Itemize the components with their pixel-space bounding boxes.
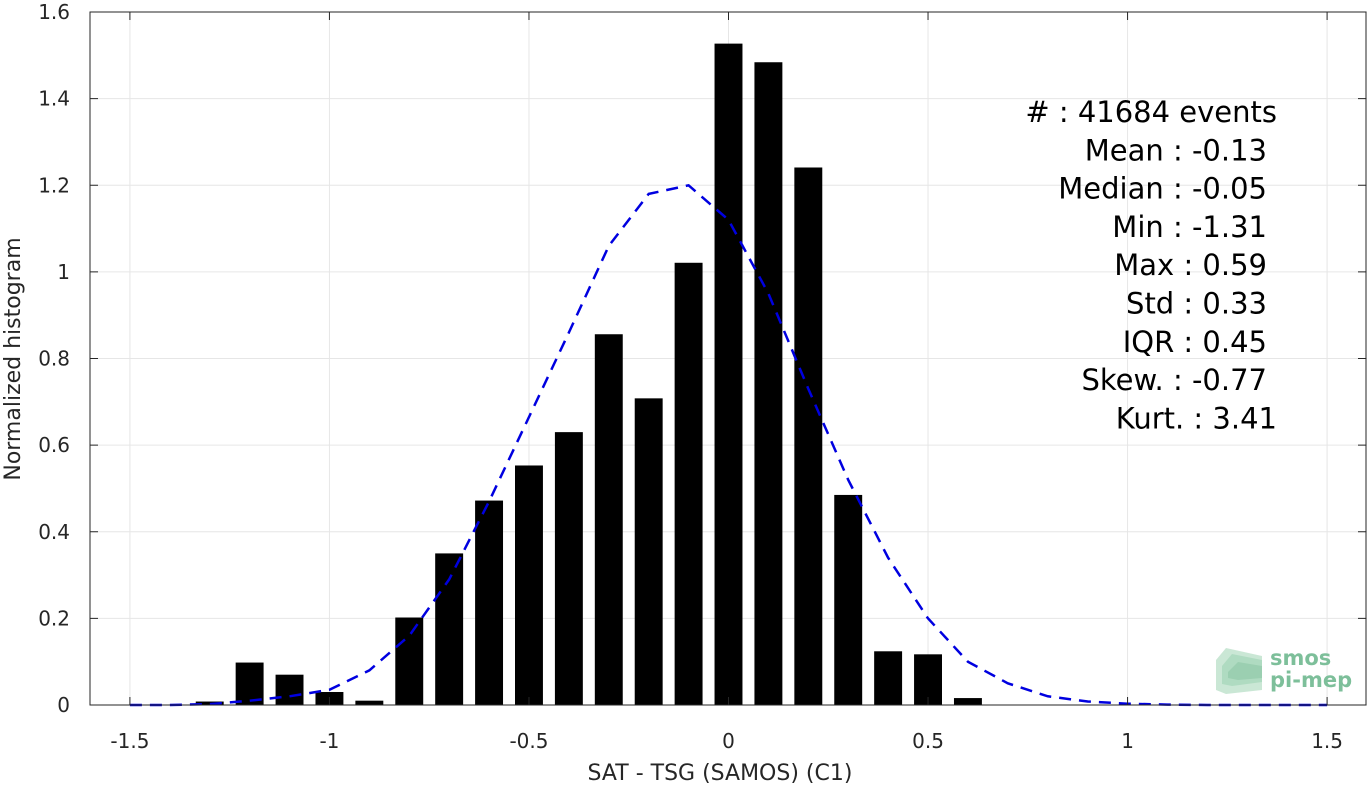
histogram-bar — [395, 617, 424, 705]
x-tick-label: 1.5 — [1311, 729, 1343, 753]
stats-line: IQR : 0.45 — [1123, 325, 1267, 359]
stats-line: Min : -1.31 — [1112, 210, 1267, 244]
x-tick-label: 0.5 — [912, 729, 944, 753]
axis-ticks — [90, 11, 1366, 706]
y-tick-labels: 0 0.2 0.4 0.6 0.8 1 1.2 1.4 1.6 — [38, 0, 70, 717]
y-tick-label: 0.6 — [38, 433, 70, 457]
histogram-bar — [714, 43, 743, 706]
histogram-bar — [914, 654, 942, 705]
histogram-bar — [235, 662, 264, 705]
stats-line: Mean : -0.13 — [1085, 133, 1267, 167]
logo-line-2: pi-mep — [1270, 668, 1352, 692]
histogram-bar — [754, 62, 783, 706]
histogram-bar — [355, 700, 384, 705]
stats-line: # : 41684 events — [1025, 95, 1277, 129]
smos-pi-mep-logo: smos pi-mep — [1216, 646, 1352, 694]
x-axis-label: SAT - TSG (SAMOS) (C1) — [588, 761, 853, 785]
x-tick-labels: -1.5 -1 -0.5 0 0.5 1 1.5 — [110, 729, 1343, 753]
y-tick-label: 0.8 — [38, 347, 70, 371]
histogram-bar — [834, 494, 863, 705]
histogram-bar — [275, 674, 304, 705]
y-tick-label: 1.2 — [38, 173, 70, 197]
x-tick-label: -0.5 — [509, 729, 548, 753]
histogram-bar — [794, 167, 823, 705]
histogram-bar — [634, 398, 663, 705]
stats-line: Kurt. : 3.41 — [1116, 401, 1277, 435]
y-tick-label: 1 — [57, 260, 70, 284]
histogram-bar — [953, 698, 982, 705]
y-tick-label: 0 — [57, 693, 70, 717]
stats-line: Max : 0.59 — [1114, 248, 1267, 282]
logo-line-1: smos — [1270, 646, 1331, 670]
logo-mark-icon — [1216, 648, 1262, 694]
y-tick-label: 1.4 — [38, 87, 70, 111]
histogram-bar — [674, 262, 703, 705]
x-tick-label: 0 — [722, 729, 735, 753]
x-tick-label: -1 — [319, 729, 339, 753]
histogram-bar — [515, 465, 543, 705]
histogram-bar — [554, 432, 583, 705]
stats-line: Median : -0.05 — [1058, 172, 1267, 206]
stats-box: # : 41684 events Mean : -0.13 Median : -0.… — [1025, 95, 1277, 435]
histogram-bar — [594, 334, 623, 705]
x-tick-label: -1.5 — [110, 729, 149, 753]
y-tick-label: 1.6 — [38, 0, 70, 24]
histogram-bar — [475, 500, 504, 705]
y-axis-label: Normalized histogram — [1, 237, 26, 480]
stats-line: Skew. : -0.77 — [1081, 363, 1267, 397]
y-tick-label: 0.4 — [38, 520, 70, 544]
stats-line: Std : 0.33 — [1126, 287, 1267, 321]
histogram-bar — [435, 553, 464, 705]
y-tick-label: 0.2 — [38, 606, 70, 630]
histogram-bar — [874, 651, 903, 705]
histogram-bar — [195, 701, 224, 705]
bars — [195, 43, 982, 706]
x-tick-label: 1 — [1121, 729, 1134, 753]
